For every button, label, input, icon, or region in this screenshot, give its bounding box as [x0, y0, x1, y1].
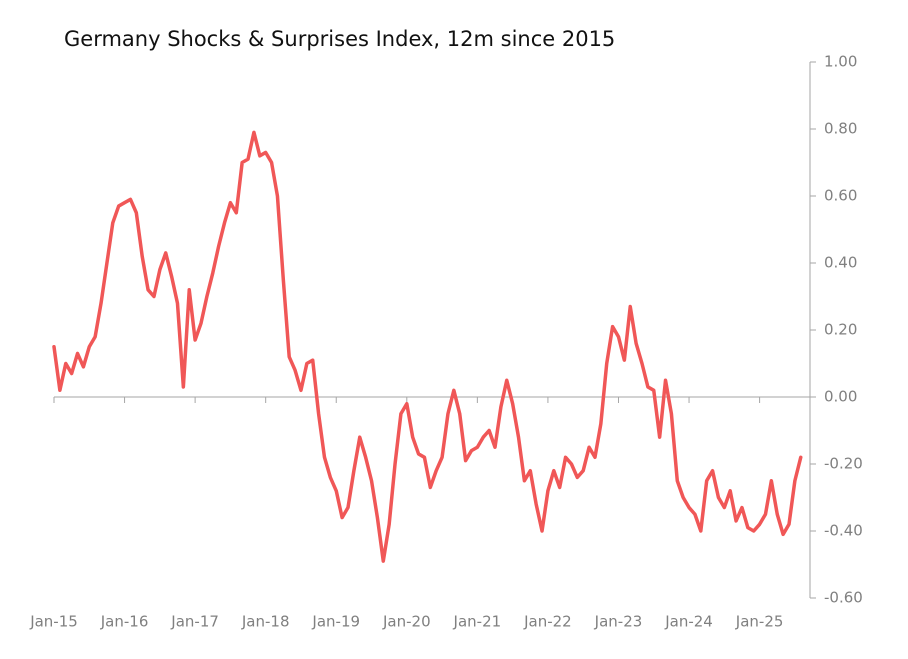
x-tick-label: Jan-21 [453, 613, 502, 631]
y-tick-label: -0.60 [824, 589, 863, 607]
x-tick-label: Jan-25 [735, 613, 784, 631]
x-tick-label: Jan-24 [664, 613, 713, 631]
x-tick-label: Jan-17 [170, 613, 219, 631]
y-tick-label: -0.20 [824, 455, 863, 473]
series-line [52, 130, 803, 563]
y-tick-label: 0.20 [824, 321, 857, 339]
x-tick-label: Jan-19 [311, 613, 360, 631]
y-tick-label: -0.40 [824, 522, 863, 540]
x-tick-label: Jan-20 [382, 613, 431, 631]
x-tick-label: Jan-16 [100, 613, 149, 631]
y-tick-label: 0.00 [824, 388, 857, 406]
y-tick-label: 0.40 [824, 254, 857, 272]
chart-title: Germany Shocks & Surprises Index, 12m si… [64, 27, 615, 51]
x-tick-label: Jan-15 [29, 613, 78, 631]
x-tick-label: Jan-23 [594, 613, 643, 631]
y-tick-label: 0.60 [824, 187, 857, 205]
y-tick-label: 0.80 [824, 120, 857, 138]
x-tick-label: Jan-18 [241, 613, 290, 631]
y-tick-label: 1.00 [824, 53, 857, 71]
x-tick-label: Jan-22 [523, 613, 572, 631]
